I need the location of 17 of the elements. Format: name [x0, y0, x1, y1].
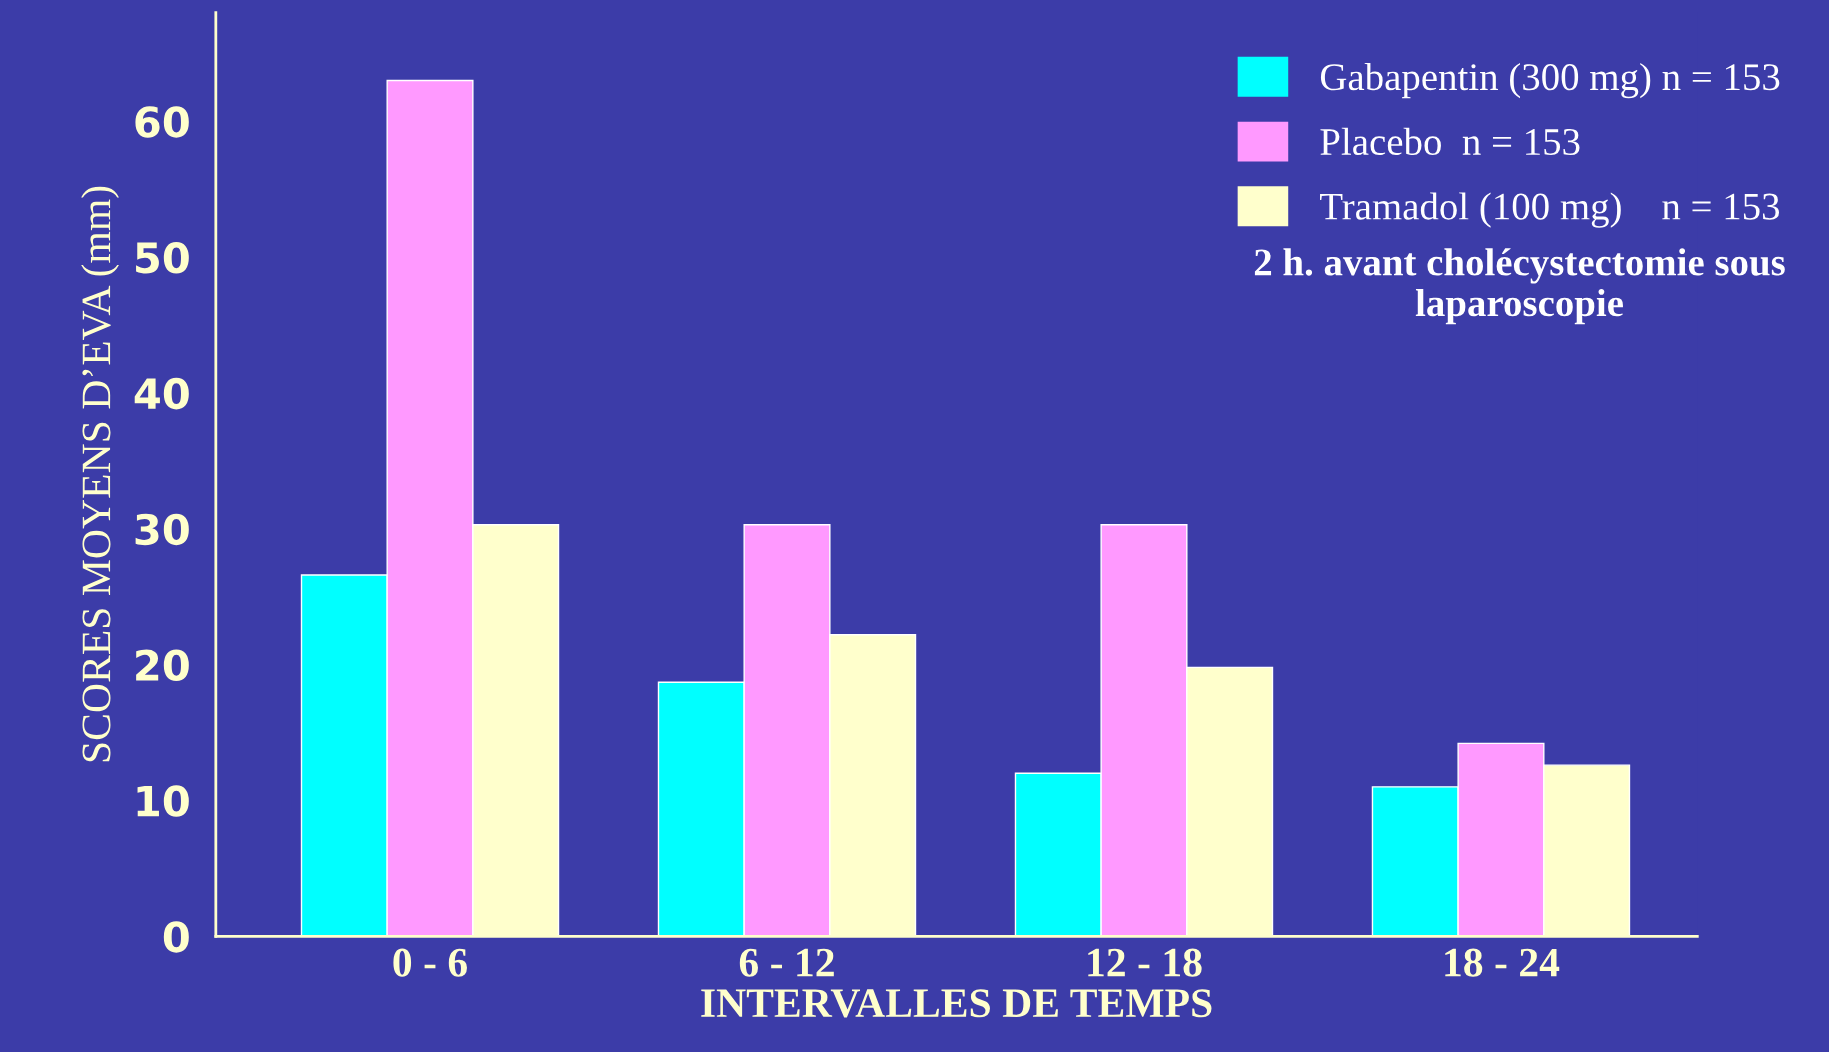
y-tick-label: 50	[136, 242, 189, 274]
x-axis-title: INTERVALLES DE TEMPS	[701, 989, 1212, 1018]
x-tick-label: 6 - 12	[739, 948, 834, 977]
x-tick-label: 0 - 6	[393, 948, 467, 977]
annotation: 2 h. avant cholécystectomie sous laparoscopie	[1254, 248, 1785, 325]
y-tick-label: 30	[135, 513, 189, 546]
y-tick-label: 60	[135, 106, 189, 138]
y-tick-label: 20	[136, 649, 189, 682]
x-tick-label: 18 - 24	[1445, 948, 1560, 977]
y-tick-label: 0	[163, 921, 189, 953]
legend-label: Tramadol (100 mg) n = 153	[1320, 192, 1780, 228]
legend-label: Placebo n = 153	[1320, 127, 1580, 156]
x-tick-label: 12 - 18	[1088, 948, 1202, 977]
y-axis-title: SCORES MOYENS D’EVA (mm)	[81, 186, 119, 762]
y-tick-label: 40	[134, 377, 189, 410]
y-tick-label: 10	[137, 785, 189, 817]
legend-label: Gabapentin (300 mg) n = 153	[1320, 62, 1780, 99]
